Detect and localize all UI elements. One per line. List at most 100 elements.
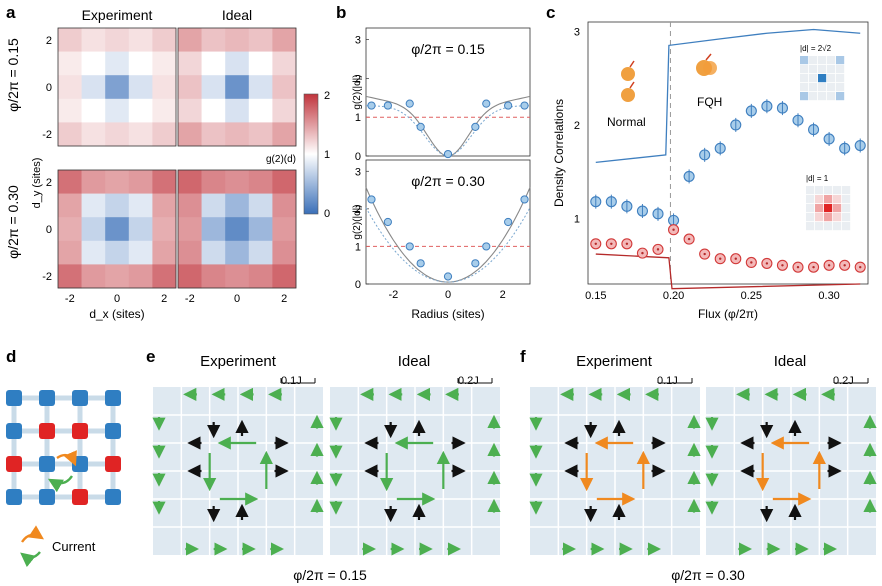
heatmap-cell: [248, 193, 273, 218]
heatmap-cell: [128, 28, 153, 52]
heatmap-cell: [248, 98, 273, 123]
heatmap-cell: [272, 240, 297, 265]
heatmap-cell: [58, 28, 82, 52]
inset-cell: [806, 195, 815, 204]
inset-cell: [827, 65, 836, 74]
heatmap-cell: [272, 122, 297, 147]
panel-letter-f: f: [520, 347, 526, 366]
heatmap-cell: [248, 240, 273, 265]
inset-cell: [824, 213, 833, 222]
panel-c-point-center: [750, 261, 753, 264]
inset-cell: [815, 213, 824, 222]
panel-c-point-center: [687, 237, 691, 241]
panel-e-scale-experiment: 0.1J: [281, 375, 302, 387]
panel-c-theory-blue: [595, 28, 861, 164]
inset-cell: [833, 204, 842, 213]
panel-b-ytick: 2: [355, 73, 361, 85]
heatmap-cell: [128, 170, 153, 194]
panel-c-point-center: [734, 257, 737, 260]
heatmap-cell: [81, 98, 106, 123]
heatmap-cell: [178, 193, 202, 218]
heatmap-frame: [177, 169, 297, 289]
inset-cell: [833, 186, 842, 195]
panel-b-data-point: [482, 99, 491, 108]
panel-a-title-experiment: Experiment: [82, 7, 153, 23]
panel-b-guide-curve: [365, 207, 531, 283]
heatmap-cell: [152, 264, 177, 289]
current-legend-label: Current: [52, 539, 96, 554]
heatmap-cell: [81, 240, 106, 265]
inset-cell: [836, 92, 845, 101]
heatmap-cell: [248, 122, 273, 147]
heatmap-1: [177, 27, 297, 147]
inset-cell: [818, 92, 827, 101]
heatmap-cell: [272, 51, 297, 76]
lattice-site: [72, 489, 88, 505]
heatmap-cell: [225, 240, 250, 265]
lattice-site: [105, 423, 121, 439]
heatmap-xtick: -2: [185, 293, 195, 305]
heatmap-xtick: 2: [281, 293, 287, 305]
lattice-site: [39, 456, 55, 472]
heatmap-cell: [248, 264, 273, 289]
inset-cell: [800, 83, 809, 92]
heatmap-cell: [128, 240, 153, 265]
normal-particles-icon: [621, 60, 635, 102]
heatmap-cell: [225, 170, 250, 194]
panel-b-ytick: 1: [355, 241, 361, 253]
heatmap-xtick: 2: [161, 293, 167, 305]
heatmap-cell: [225, 193, 250, 218]
panel-f-title-experiment: Experiment: [576, 353, 653, 370]
panel-c-ylabel: Density Correlations: [552, 99, 566, 207]
heatmap-cell: [272, 170, 297, 194]
inset-cell: [800, 65, 809, 74]
panel-b-ytick: 0: [355, 151, 361, 163]
heatmap-cell: [201, 75, 226, 100]
panel-c-point-center: [765, 262, 769, 265]
heatmap-cell: [201, 193, 226, 218]
heatmap-cell: [178, 264, 202, 289]
inset-cell: [833, 195, 842, 204]
heatmap-cell: [248, 51, 273, 76]
heatmap-cell: [58, 264, 82, 289]
heatmap-ytick: 2: [46, 177, 52, 189]
label-fqh: FQH: [697, 95, 722, 109]
heatmap-ytick: 0: [46, 224, 52, 236]
heatmap-cell: [178, 75, 202, 100]
panel-c-xtick: 0.20: [663, 290, 684, 302]
panel-c-theory-red: [595, 253, 861, 290]
panel-b-data-point: [471, 122, 480, 132]
panel-e-caption: φ/2π = 0.15: [293, 567, 367, 583]
panel-c-xtick: 0.15: [585, 290, 606, 302]
panel-c-xlabel: Flux (φ/2π): [698, 307, 758, 321]
heatmap-cell: [105, 75, 130, 100]
lattice-site: [39, 390, 55, 406]
lattice-site: [39, 423, 55, 439]
panel-c-ytick: 3: [574, 26, 580, 38]
inset-cell: [827, 74, 836, 83]
heatmap-cell: [272, 217, 297, 242]
inset-top-grid: [800, 56, 845, 101]
heatmap-cell: [152, 98, 177, 123]
panel-c-point-center: [703, 252, 706, 256]
panel-b-data-point: [383, 217, 392, 227]
heatmap-cell: [225, 28, 250, 52]
heatmap-cell: [58, 170, 82, 194]
panel-b-data-point: [416, 259, 425, 268]
inset-cell: [842, 204, 851, 213]
panel-b-title-015: φ/2π = 0.15: [411, 41, 485, 57]
heatmap-cell: [225, 51, 250, 76]
heatmap-cell: [225, 75, 250, 100]
inset-cell: [815, 222, 824, 231]
heatmap-cell: [152, 193, 177, 218]
heatmap-cell: [128, 98, 153, 123]
panel-letter-e: e: [146, 347, 155, 366]
panel-c-xtick: 0.25: [741, 290, 762, 302]
panel-c-point-center: [594, 242, 597, 245]
inset-cell: [809, 92, 818, 101]
inset-cell: [800, 74, 809, 83]
panel-f-scale-experiment: 0.1J: [657, 375, 678, 387]
panel-c-point-center: [719, 257, 722, 260]
panel-a-xlabel: d_x (sites): [89, 307, 144, 321]
heatmap-cell: [128, 51, 153, 76]
